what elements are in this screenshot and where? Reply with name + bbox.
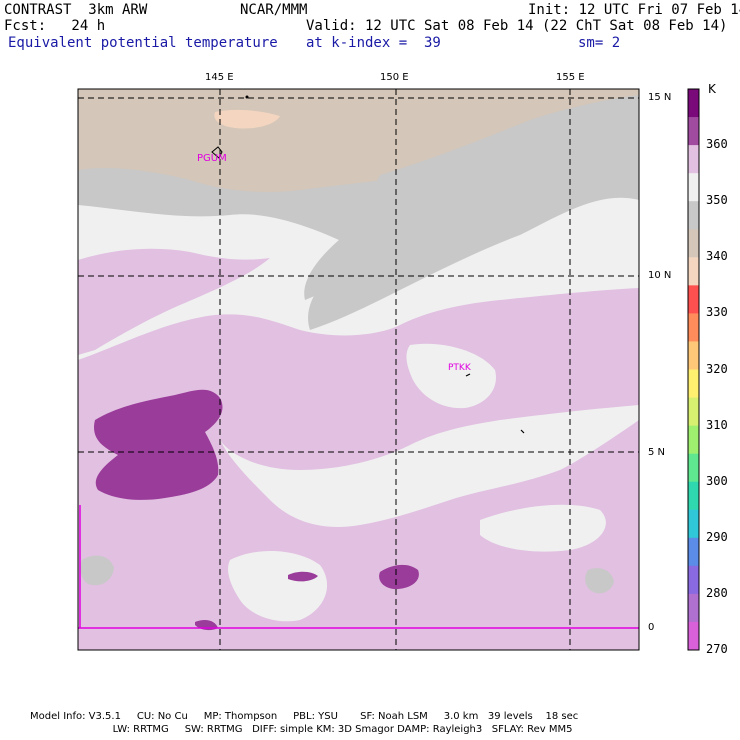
colorbar-swatch [688,313,699,342]
header-valid-time: Valid: 12 UTC Sat 08 Feb 14 (22 ChT Sat … [306,18,728,34]
colorbar-swatch [688,257,699,286]
colorbar-tick-label: 300 [706,473,728,488]
colorbar-swatch [688,565,699,595]
colorbar-swatch [688,509,699,539]
lon-label-150e: 150 E [380,72,409,83]
lat-label-5n: 5 N [648,447,666,458]
colorbar-swatch [688,117,699,146]
colorbar-unit: K [708,82,716,96]
chuuk-island [465,373,471,377]
header-org: NCAR/MMM [240,2,308,18]
footer-model-physics: LW: RRTMG SW: RRTMG DIFF: simple KM: 3D … [30,724,573,735]
colorbar-tick-label: 290 [706,529,728,544]
colorbar-swatch [688,145,699,174]
purple-blob-south [379,564,419,590]
gray-patch-east [585,568,614,594]
white-patch-south [228,550,328,622]
colorbar-tick-label: 320 [706,361,728,376]
colorbar-swatch [688,229,699,258]
graticule [78,89,639,650]
colorbar-swatch [688,425,699,455]
station-label-pgum: PGUM [197,153,227,164]
map-field [78,89,639,650]
colorbar-swatch [688,369,699,399]
colorbar-swatch [688,593,699,623]
colorbar-swatch [688,285,699,314]
colorbar-swatch [688,173,699,202]
lat-label-0: 0 [648,622,655,633]
plot-frame [77,88,640,651]
colorbar-swatch [688,341,699,370]
header-model-title: CONTRAST 3km ARW [4,2,148,18]
white-channel-east [220,405,639,528]
header-forecast-hour: Fcst: 24 h [4,18,106,34]
header-init-time: Init: 12 UTC Fri 07 Feb 14 [528,2,740,18]
lon-label-145e: 145 E [205,72,234,83]
station-label-ptkk: PTKK [448,363,472,373]
colorbar-frame [687,88,700,651]
lon-label-155e: 155 E [556,72,585,83]
colorbar [687,88,700,651]
peach-patch-guam [214,109,280,129]
colorbar-swatch [688,481,699,511]
gray-patch-west [80,555,114,586]
colorbar-swatch [688,537,699,567]
colorbar-swatch [688,201,699,230]
colorbar-tick-label: 340 [706,249,728,264]
purple-region-west [94,389,223,500]
colorbar-tick-label: 270 [706,642,728,656]
colorbar-swatch [688,453,699,483]
colorbar-tick-label: 330 [706,305,728,320]
footer-model-info: Model Info: V3.5.1 CU: No Cu MP: Thompso… [30,711,579,722]
colorbar-tick-label: 360 [706,137,728,152]
header-field-name: Equivalent potential temperature [8,35,278,51]
colorbar-swatch [688,397,699,427]
header-level: at k-index = 39 [306,35,441,51]
colorbar-tick-label: 280 [706,585,728,600]
lat-label-15n: 15 N [648,92,672,103]
colorbar-tick-label: 350 [706,193,728,208]
colorbar-swatch [688,89,699,118]
small-island [245,95,249,99]
gray-band-diagonal [304,95,639,300]
island-east [520,429,525,434]
purple-blob-southwest [288,571,318,582]
white-patch-southeast [480,504,606,552]
guam-island [211,146,223,159]
white-patch-ptkk [406,343,496,409]
header-smoothing: sm= 2 [578,35,621,51]
lavender-band-upper [78,248,270,355]
lat-label-10n: 10 N [648,270,672,281]
colorbar-tick-label: 310 [706,417,728,432]
colorbar-swatch [688,621,699,651]
